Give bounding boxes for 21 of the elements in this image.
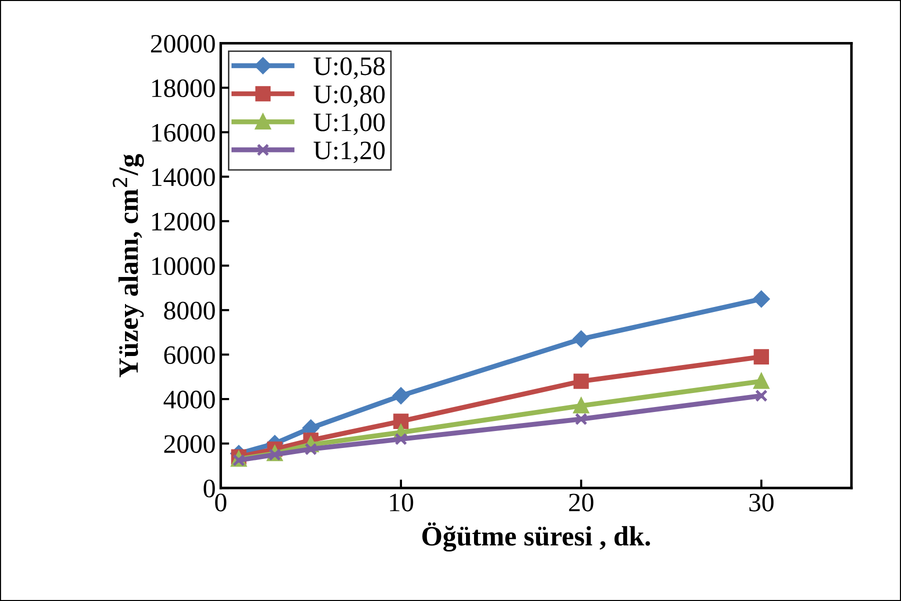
y-tick-label: 8000: [164, 302, 215, 320]
y-tick-label: 16000: [152, 124, 215, 142]
y-axis-title: Yüzey alanı, cm$^{2}$/g: [112, 154, 144, 378]
x-axis-title: Öğütme süresi , dk.: [422, 522, 650, 552]
x-tick-label: 10: [390, 494, 414, 512]
y-tick-label: 12000: [152, 212, 215, 231]
y-tick-label: 20000: [151, 34, 215, 53]
legend-label: U:0,80: [314, 85, 385, 108]
legend-label: U:0,58: [314, 57, 385, 79]
x-tick-label: 0: [215, 494, 226, 512]
y-tick-label: 2000: [164, 435, 215, 453]
y-tick-label: 18000: [152, 79, 215, 98]
x-tick-label: 30: [749, 494, 774, 512]
x-tick-label: 20: [569, 494, 594, 512]
legend-label: U:1,00: [314, 113, 385, 136]
y-tick-label: 0: [204, 480, 215, 498]
legend-label: U:1,20: [314, 142, 385, 164]
y-tick-label: 10000: [152, 257, 215, 276]
y-tick-label: 6000: [164, 346, 215, 364]
y-tick-label: 14000: [152, 168, 215, 186]
y-tick-label: 4000: [164, 390, 215, 408]
